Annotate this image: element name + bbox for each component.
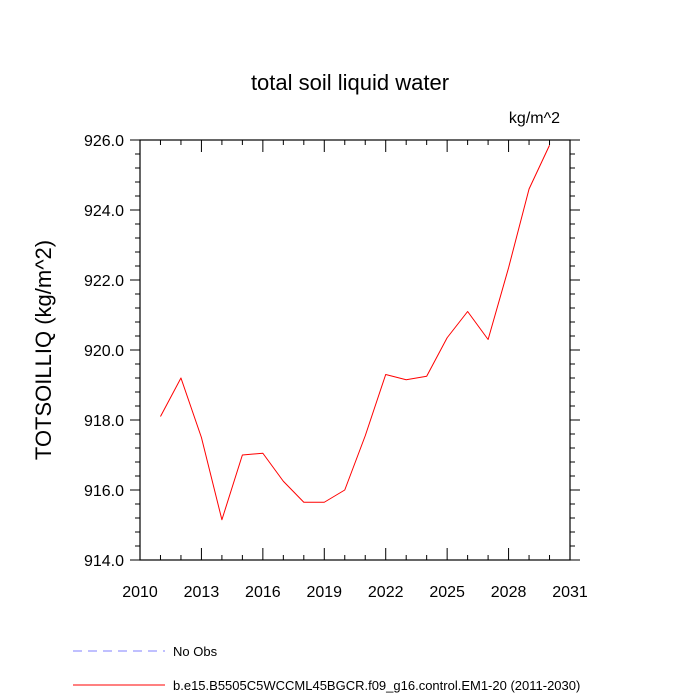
data-point — [405, 378, 408, 381]
y-tick-label: 922.0 — [84, 273, 124, 290]
x-tick-label: 2031 — [552, 584, 588, 601]
legend-label: No Obs — [173, 644, 218, 659]
y-tick-label: 924.0 — [84, 203, 124, 220]
data-point — [220, 518, 223, 521]
data-point — [241, 454, 244, 457]
x-tick-label: 2010 — [122, 584, 158, 601]
tick-labels: 2010 2013 2016 2019 2022 2025 2028 2031 914.0 916… — [84, 133, 588, 601]
data-point — [466, 310, 469, 313]
legend-label: b.e15.B5505C5WCCML45BGCR.f09_g16.control… — [173, 678, 580, 693]
data-point — [487, 338, 490, 341]
data-point — [343, 489, 346, 492]
plot-series — [159, 144, 551, 521]
y-tick-label: 918.0 — [84, 413, 124, 430]
y-tick-label: 914.0 — [84, 553, 124, 570]
data-point — [302, 501, 305, 504]
y-axis-label: TOTSOILLIQ (kg/m^2) — [31, 240, 56, 460]
axis-ticks — [130, 139, 580, 561]
x-tick-label: 2013 — [184, 584, 220, 601]
data-point — [425, 375, 428, 378]
data-point — [261, 452, 264, 455]
chart-title: total soil liquid water — [251, 70, 449, 95]
x-tick-label: 2019 — [306, 584, 342, 601]
data-point — [364, 434, 367, 437]
y-tick-label: 920.0 — [84, 343, 124, 360]
x-tick-label: 2028 — [491, 584, 527, 601]
x-tick-label: 2016 — [245, 584, 281, 601]
data-point — [507, 266, 510, 269]
units-label: kg/m^2 — [509, 110, 560, 127]
data-point — [384, 373, 387, 376]
legend: No Obs b.e15.B5505C5WCCML45BGCR.f09_g16.c… — [73, 644, 580, 693]
x-tick-label: 2022 — [368, 584, 404, 601]
data-point — [200, 436, 203, 439]
plot-frame — [139, 139, 571, 561]
y-tick-label: 926.0 — [84, 133, 124, 150]
data-point — [282, 480, 285, 483]
data-point — [528, 188, 531, 191]
data-point — [179, 377, 182, 380]
data-point — [159, 415, 162, 418]
data-point — [323, 501, 326, 504]
y-tick-label: 916.0 — [84, 483, 124, 500]
data-point — [548, 144, 551, 147]
series-line — [160, 145, 550, 521]
data-point — [446, 336, 449, 339]
x-tick-label: 2025 — [429, 584, 465, 601]
